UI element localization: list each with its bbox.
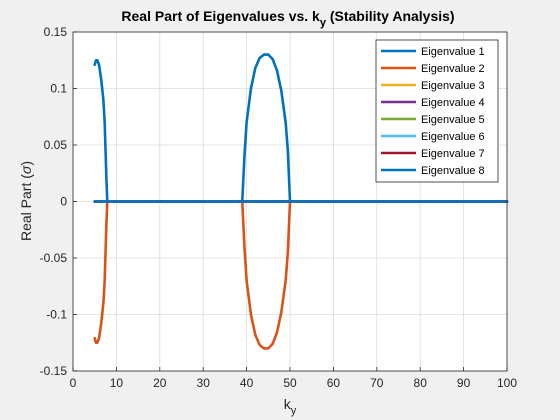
y-tick-label: -0.05 — [40, 251, 68, 265]
legend: Eigenvalue 1 Eigenvalue 2 Eigenvalue 3 Eige… — [375, 39, 499, 183]
y-tick-label: 0.05 — [44, 138, 68, 152]
legend-label-4: Eigenvalue 4 — [421, 97, 485, 109]
y-tick-label: -0.15 — [40, 364, 68, 378]
legend-label-2: Eigenvalue 2 — [421, 63, 485, 75]
x-tick-label: 40 — [240, 376, 254, 390]
y-axis-label: Real Part (σ) — [18, 161, 34, 241]
legend-label-5: Eigenvalue 5 — [421, 114, 485, 126]
chart-title: Real Part of Eigenvalues vs. ky (Stabili… — [121, 8, 454, 29]
x-tick-label: 90 — [457, 376, 471, 390]
x-tick-label: 80 — [414, 376, 428, 390]
y-tick-label: -0.1 — [46, 308, 67, 322]
x-tick-label: 10 — [110, 376, 124, 390]
x-tick-label: 20 — [153, 376, 167, 390]
series-line-2 — [93, 200, 509, 350]
x-tick-label: 100 — [497, 376, 517, 390]
legend-label-3: Eigenvalue 3 — [421, 80, 485, 92]
chart-title-tail: (Stability Analysis) — [326, 8, 455, 24]
y-tick-label: 0 — [60, 195, 67, 209]
chart-title-main: Real Part of Eigenvalues vs. k — [121, 8, 320, 24]
legend-box — [375, 39, 499, 183]
x-tick-label: 30 — [197, 376, 211, 390]
y-axis-label-main: Real Part ( — [18, 174, 34, 241]
series-line-1 — [93, 53, 509, 203]
x-tick-label: 60 — [327, 376, 341, 390]
y-axis-label-symbol: σ — [18, 165, 34, 174]
legend-label-8: Eigenvalue 8 — [421, 165, 485, 177]
legend-label-7: Eigenvalue 7 — [421, 148, 485, 160]
x-tick-label: 70 — [370, 376, 384, 390]
y-tick-label: 0.15 — [44, 25, 68, 39]
x-axis-label-main: k — [284, 396, 292, 412]
y-tick-label: 0.1 — [50, 82, 67, 96]
ticks: 0 10 20 30 40 50 60 70 80 90 100 0.15 0.1 0.05 0 -0.05 -… — [40, 25, 518, 390]
x-axis-label: ky — [284, 396, 297, 417]
series-layer — [93, 53, 509, 350]
chart-title-subscript: y — [320, 17, 327, 29]
legend-label-1: Eigenvalue 1 — [421, 46, 485, 58]
x-tick-label: 50 — [283, 376, 297, 390]
x-tick-label: 0 — [70, 376, 77, 390]
y-axis-label-tail: ) — [18, 161, 34, 166]
x-axis-label-subscript: y — [291, 405, 297, 417]
legend-label-6: Eigenvalue 6 — [421, 131, 485, 143]
